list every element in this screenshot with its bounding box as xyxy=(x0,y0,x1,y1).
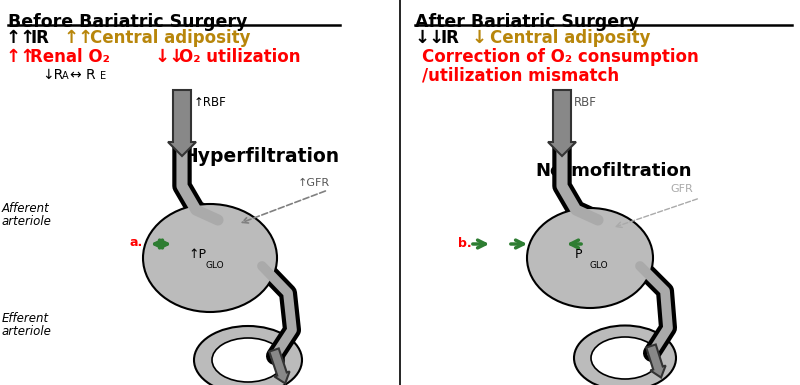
Text: ↔ R: ↔ R xyxy=(70,68,96,82)
Text: E: E xyxy=(100,71,106,81)
Ellipse shape xyxy=(527,208,653,308)
Text: Renal O₂: Renal O₂ xyxy=(30,48,110,66)
Ellipse shape xyxy=(574,325,676,385)
Text: arteriole: arteriole xyxy=(2,215,52,228)
Ellipse shape xyxy=(183,236,237,280)
Text: ↑RBF: ↑RBF xyxy=(194,96,226,109)
Text: Normofiltration: Normofiltration xyxy=(535,162,691,180)
Ellipse shape xyxy=(539,218,640,298)
FancyArrow shape xyxy=(646,345,666,378)
Ellipse shape xyxy=(143,204,277,312)
Text: ↓↓: ↓↓ xyxy=(415,29,446,47)
Text: TUB: TUB xyxy=(271,365,288,374)
Ellipse shape xyxy=(156,215,264,301)
Ellipse shape xyxy=(194,326,302,385)
Text: RBF: RBF xyxy=(574,96,597,109)
Text: Efferent: Efferent xyxy=(2,312,49,325)
Text: O₂ utilization: O₂ utilization xyxy=(179,48,301,66)
Text: ↑GFR: ↑GFR xyxy=(298,178,330,188)
Text: ↓: ↓ xyxy=(472,29,487,47)
Text: GLO: GLO xyxy=(206,261,225,270)
Text: ↑↑: ↑↑ xyxy=(6,48,36,66)
Text: After Bariatric Surgery: After Bariatric Surgery xyxy=(415,13,639,31)
Text: b.: b. xyxy=(458,237,472,250)
Text: P: P xyxy=(575,248,582,261)
Ellipse shape xyxy=(565,238,615,278)
Text: IR: IR xyxy=(30,29,49,47)
Ellipse shape xyxy=(212,338,284,382)
Text: /utilization mismatch: /utilization mismatch xyxy=(422,67,619,85)
Text: A: A xyxy=(62,71,69,81)
Text: ↑↑: ↑↑ xyxy=(6,29,36,47)
Ellipse shape xyxy=(552,228,628,288)
Text: Afferent: Afferent xyxy=(2,202,50,215)
Text: ↓↓: ↓↓ xyxy=(155,48,186,66)
FancyArrow shape xyxy=(548,90,576,156)
Ellipse shape xyxy=(197,247,223,269)
Ellipse shape xyxy=(591,337,659,379)
Ellipse shape xyxy=(170,226,250,290)
Text: ↓R: ↓R xyxy=(42,68,63,82)
Text: arteriole: arteriole xyxy=(2,325,52,338)
Text: ↑P: ↑P xyxy=(188,248,206,261)
Text: ↑↑: ↑↑ xyxy=(64,29,94,47)
Ellipse shape xyxy=(578,248,602,268)
Text: Central adiposity: Central adiposity xyxy=(490,29,650,47)
Text: P: P xyxy=(638,356,645,369)
Text: P: P xyxy=(262,358,269,371)
FancyArrow shape xyxy=(168,90,196,156)
Text: IR: IR xyxy=(440,29,459,47)
FancyArrow shape xyxy=(270,348,290,383)
Text: GFR: GFR xyxy=(670,184,693,194)
Text: Correction of O₂ consumption: Correction of O₂ consumption xyxy=(422,48,698,66)
Text: Before Bariatric Surgery: Before Bariatric Surgery xyxy=(8,13,247,31)
Text: TUB: TUB xyxy=(647,363,664,372)
Text: Hyperfiltration: Hyperfiltration xyxy=(182,147,339,166)
Text: Central adiposity: Central adiposity xyxy=(90,29,250,47)
Text: GLO: GLO xyxy=(589,261,608,270)
Text: a.: a. xyxy=(130,236,143,249)
